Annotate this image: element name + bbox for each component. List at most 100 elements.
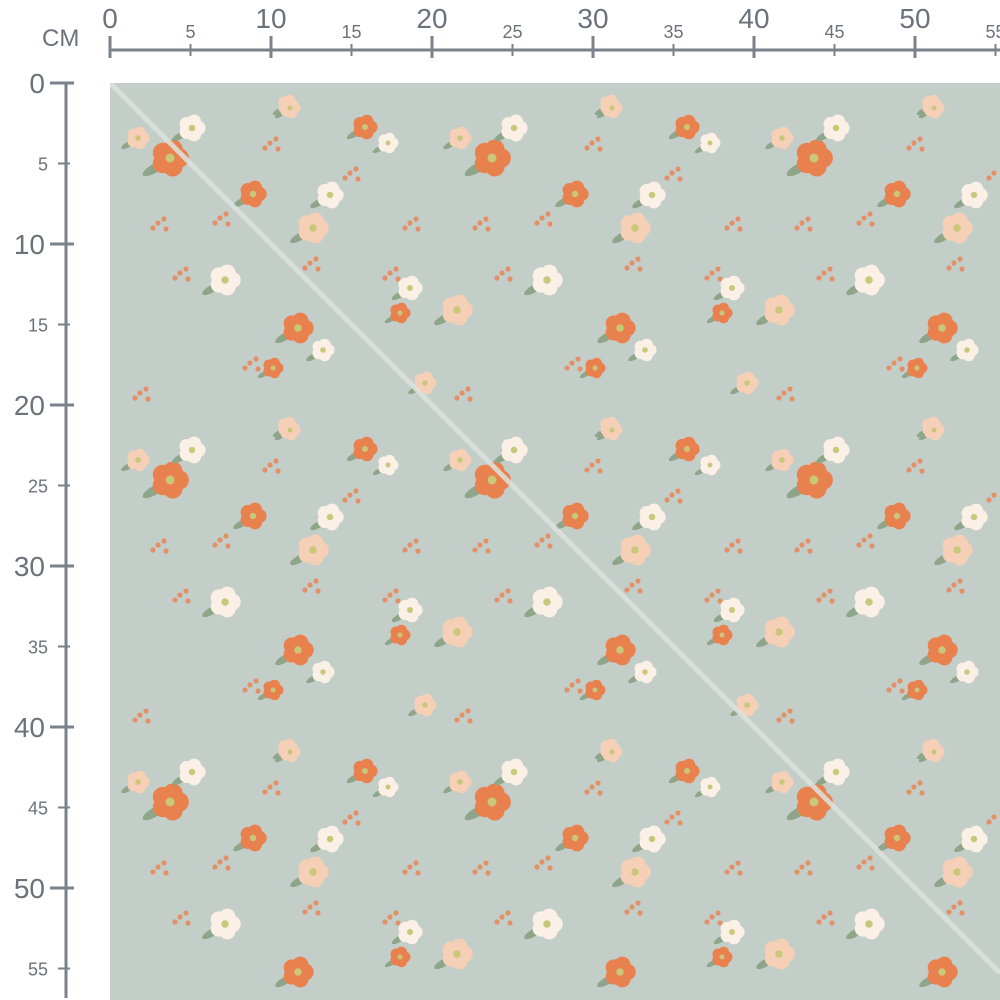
flower-center (287, 105, 293, 111)
bud-dot (891, 682, 897, 688)
bud-dot (787, 386, 793, 392)
bud-dot (225, 865, 231, 871)
ruler-label: 0 (102, 3, 118, 34)
bud-dot (805, 216, 811, 222)
bud-dot (799, 542, 805, 548)
bud-dot (595, 780, 601, 786)
bud-dot (959, 266, 965, 272)
flower-center (779, 457, 785, 463)
flower (121, 448, 150, 472)
flower (121, 126, 150, 150)
flower-center (487, 153, 497, 163)
bud-dot (534, 864, 540, 870)
bud-dot (899, 366, 905, 372)
bud-dot (505, 910, 511, 916)
ruler-label: 0 (29, 68, 45, 99)
bud-dot (393, 588, 399, 594)
bud-dot (629, 904, 635, 910)
flower-center (287, 427, 293, 433)
bud-dot (547, 543, 553, 549)
bud-dot (776, 395, 782, 401)
bud-dot (225, 221, 231, 227)
bud-dot (132, 717, 138, 723)
flower-center (707, 784, 713, 790)
bud-dot (185, 598, 191, 604)
bud-dot (472, 225, 478, 231)
bud-dot (477, 220, 483, 226)
bud-dot (172, 919, 178, 925)
bud-dot (242, 687, 248, 693)
flower-center (362, 124, 368, 130)
flower-center (809, 475, 819, 485)
bud-dot (413, 860, 419, 866)
bud-dot (302, 909, 308, 915)
bud-dot (724, 869, 730, 875)
bud-dot (737, 870, 743, 876)
flower (713, 275, 745, 301)
flower (202, 586, 241, 618)
bud-dot (664, 497, 670, 503)
bud-dot (267, 462, 273, 468)
bud-dot (577, 688, 583, 694)
bud-dot (183, 910, 189, 916)
bud-dot (577, 366, 583, 372)
bud-dot (991, 170, 997, 176)
flower (172, 436, 206, 464)
flower-center (707, 140, 713, 146)
bud-dot (212, 542, 218, 548)
bud-dot (494, 919, 500, 925)
bud-dot (597, 790, 603, 796)
flower-center (914, 365, 920, 371)
flower (391, 597, 423, 623)
flower-center (407, 929, 413, 935)
flower (954, 825, 988, 853)
bud-dot (569, 682, 575, 688)
bud-dot (177, 592, 183, 598)
flower-center (326, 513, 334, 521)
flower (816, 436, 850, 464)
flower (668, 758, 700, 784)
flower-center (775, 950, 783, 958)
flower-center (684, 768, 690, 774)
flower-center (457, 135, 463, 141)
flower (494, 758, 528, 786)
flower-center (729, 607, 735, 613)
bud-dot (867, 855, 873, 861)
bud-dot (675, 166, 681, 172)
bud-dot (715, 910, 721, 916)
flower-center (221, 276, 229, 284)
flower (290, 856, 329, 888)
bud-dot (137, 712, 143, 718)
flower-center (914, 687, 920, 693)
bud-dot (991, 814, 997, 820)
flower-center (631, 546, 639, 554)
ruler-label: 55 (985, 22, 1000, 42)
bud-dot (494, 597, 500, 603)
bud-dot (402, 869, 408, 875)
flower-center (397, 954, 403, 960)
bud-dot (534, 220, 540, 226)
flower (901, 357, 928, 379)
flower (346, 758, 378, 784)
flower (290, 212, 329, 244)
bud-dot (275, 146, 281, 152)
bud-dot (724, 225, 730, 231)
bud-dot (387, 270, 393, 276)
bud-dot (861, 215, 867, 221)
flower-center (592, 687, 598, 693)
ruler-label: 50 (899, 3, 930, 34)
ruler-label: 35 (663, 22, 683, 42)
bud-dot (545, 855, 551, 861)
bud-dot (459, 712, 465, 718)
flower-center (135, 779, 141, 785)
bud-dot (789, 718, 795, 724)
bud-dot (729, 220, 735, 226)
bud-dot (145, 396, 151, 402)
flower (434, 616, 473, 648)
flower-center (249, 834, 257, 842)
bud-dot (861, 859, 867, 865)
flower-center (510, 124, 518, 132)
flower (756, 294, 795, 326)
bud-dot (669, 170, 675, 176)
bud-dot (807, 548, 813, 554)
